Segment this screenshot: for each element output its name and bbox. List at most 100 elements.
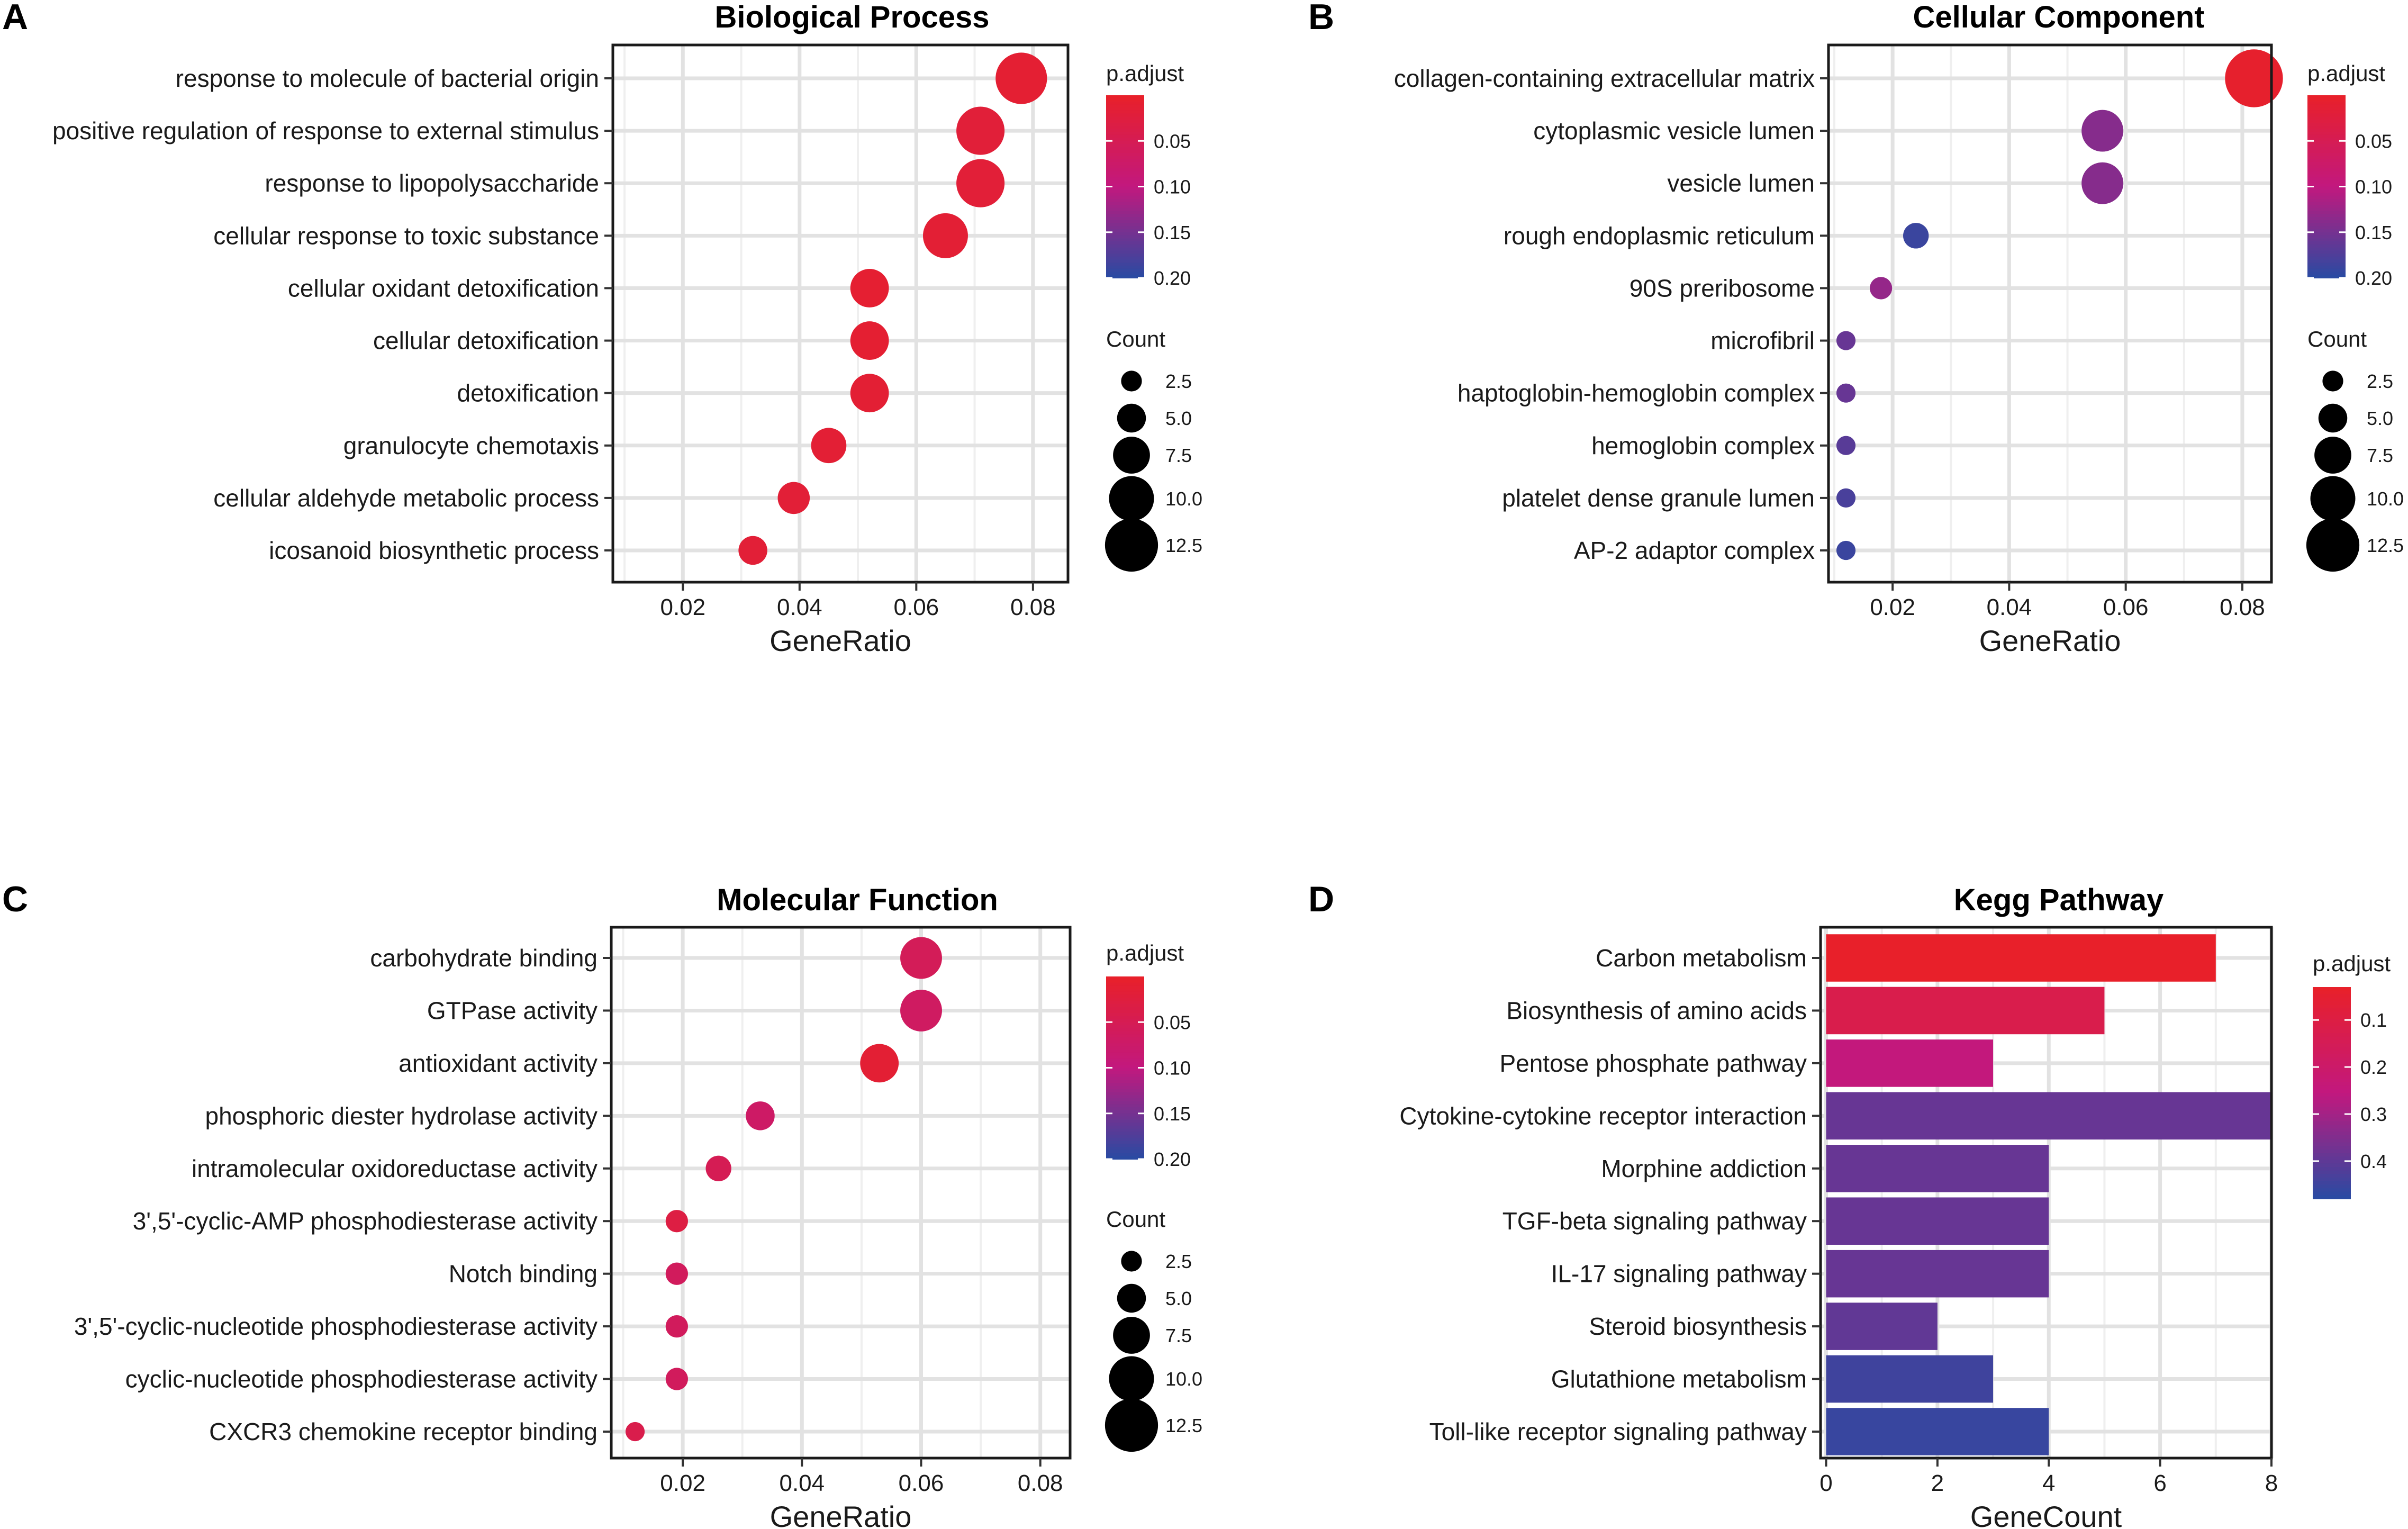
colorbar-segment	[2313, 1138, 2351, 1143]
x-tick-label: 0.06	[2103, 594, 2149, 620]
point	[922, 213, 968, 258]
point	[665, 1368, 689, 1390]
bar	[1826, 1145, 2049, 1192]
colorbar-segment	[2313, 1093, 2351, 1097]
colorbar-segment	[2313, 1001, 2351, 1006]
panel-letter: A	[2, 0, 28, 37]
colorbar-segment	[2313, 1079, 2351, 1083]
colorbar-segment	[1106, 1101, 1144, 1105]
bar	[1826, 987, 2105, 1035]
size-legend-label: 2.5	[1165, 370, 1192, 392]
point	[900, 989, 942, 1032]
colorbar-segment	[1106, 229, 1144, 233]
colorbar-segment	[2307, 217, 2346, 221]
legend-title: p.adjust	[1106, 61, 1184, 86]
colorbar-segment	[2307, 275, 2346, 278]
colorbar-segment	[1106, 1076, 1144, 1081]
colorbar-tick-label: 0.15	[1154, 222, 1191, 243]
size-legend-point	[2310, 476, 2356, 521]
size-legend-point	[1113, 1317, 1150, 1354]
bar	[1826, 1355, 1994, 1403]
point	[1836, 488, 1856, 508]
colorbar-segment	[2313, 1005, 2351, 1009]
y-tick-label: platelet dense granule lumen	[1502, 484, 1815, 512]
colorbar-segment	[1106, 1086, 1144, 1090]
y-tick-label: hemoglobin complex	[1591, 432, 1815, 459]
colorbar-tick-label: 0.10	[1154, 1057, 1191, 1079]
size-legend-label: 10.0	[1165, 488, 1202, 510]
colorbar-segment	[1106, 165, 1144, 169]
colorbar-segment	[1106, 116, 1144, 120]
points	[625, 937, 942, 1442]
colorbar-segment	[1106, 1135, 1144, 1138]
x-axis: 0.02 0.04 0.06 0.08 GeneRatio	[660, 582, 1056, 657]
colorbar-segment	[1106, 1010, 1144, 1014]
size-legend-point	[1117, 1283, 1146, 1313]
points	[738, 52, 1047, 565]
colorbar-segment	[2307, 226, 2346, 230]
y-tick-label: Toll-like receptor signaling pathway	[1429, 1418, 1807, 1445]
colorbar-segment	[2313, 1047, 2351, 1051]
size-legend-label: 12.5	[2367, 535, 2404, 556]
colorbar-segment	[2307, 168, 2346, 172]
colorbar-segment	[2307, 266, 2346, 269]
legend-title: Count	[1106, 1207, 1165, 1232]
y-tick-label: cellular detoxification	[373, 327, 599, 355]
bar	[1826, 1250, 2049, 1298]
colorbar-segment	[1106, 214, 1144, 218]
panel-c: C Molecular Function carbohydrate binding G…	[2, 879, 1202, 1529]
y-tick-label: detoxification	[457, 379, 600, 407]
size-legend-label: 5.0	[2367, 408, 2393, 429]
colorbar-segment	[1106, 985, 1144, 989]
panel-a: A Biological Process response to molecule …	[2, 0, 1202, 657]
colorbar-segment	[1106, 241, 1144, 245]
colorbar-segment	[2313, 1033, 2351, 1037]
y-tick-label: phosphoric diester hydrolase activity	[205, 1102, 598, 1129]
colorbar-segment	[1106, 104, 1144, 108]
colorbar-segment	[1106, 125, 1144, 130]
y-tick-label: TGF-beta signaling pathway	[1502, 1207, 1807, 1235]
colorbar-segment	[2307, 120, 2346, 123]
colorbar-segment	[1106, 153, 1144, 157]
point	[2225, 49, 2283, 107]
colorbar-segment	[1106, 205, 1144, 209]
colorbar-segment	[2307, 244, 2346, 248]
colorbar-segment	[1106, 1092, 1144, 1096]
y-tick-label: GTPase activity	[427, 997, 598, 1024]
colorbar-segment	[2307, 98, 2346, 102]
colorbar-segment	[2313, 1181, 2351, 1186]
colorbar-segment	[1106, 174, 1144, 178]
colorbar-segment	[1106, 183, 1144, 187]
colorbar-segment	[1106, 1025, 1144, 1029]
point	[956, 106, 1005, 155]
x-tick-label: 4	[2042, 1470, 2055, 1496]
colorbar-segment	[1106, 113, 1144, 117]
colorbar-segment	[2307, 162, 2346, 166]
x-tick-label: 2	[1931, 1470, 1944, 1496]
y-tick-label: icosanoid biosynthetic process	[269, 537, 599, 564]
colorbar-segment	[1106, 1019, 1144, 1023]
colorbar-segment	[2313, 1156, 2351, 1161]
point	[956, 159, 1005, 207]
colorbar-segment	[2307, 211, 2346, 215]
colorbar-tick-label: 0.10	[2355, 176, 2392, 198]
y-tick-label: granulocyte chemotaxis	[343, 432, 599, 459]
colorbar-segment	[1106, 1055, 1144, 1060]
x-tick-label: 0.02	[660, 594, 705, 620]
colorbar-segment	[1106, 991, 1144, 996]
colorbar-segment	[1106, 1147, 1144, 1151]
colorbar-segment	[2307, 223, 2346, 227]
colorbar-segment	[1106, 162, 1144, 166]
size-legend-label: 2.5	[2367, 370, 2393, 392]
colorbar-segment	[2307, 220, 2346, 224]
colorbar-segment	[1106, 976, 1144, 980]
size-legend-point	[1121, 370, 1142, 392]
colorbar-segment	[1106, 1137, 1144, 1142]
colorbar-segment	[1106, 141, 1144, 144]
colorbar-segment	[2307, 186, 2346, 191]
point	[625, 1422, 645, 1442]
colorbar-segment	[1106, 263, 1144, 266]
y-tick-label: haptoglobin-hemoglobin complex	[1458, 379, 1815, 407]
points	[1836, 49, 2283, 560]
